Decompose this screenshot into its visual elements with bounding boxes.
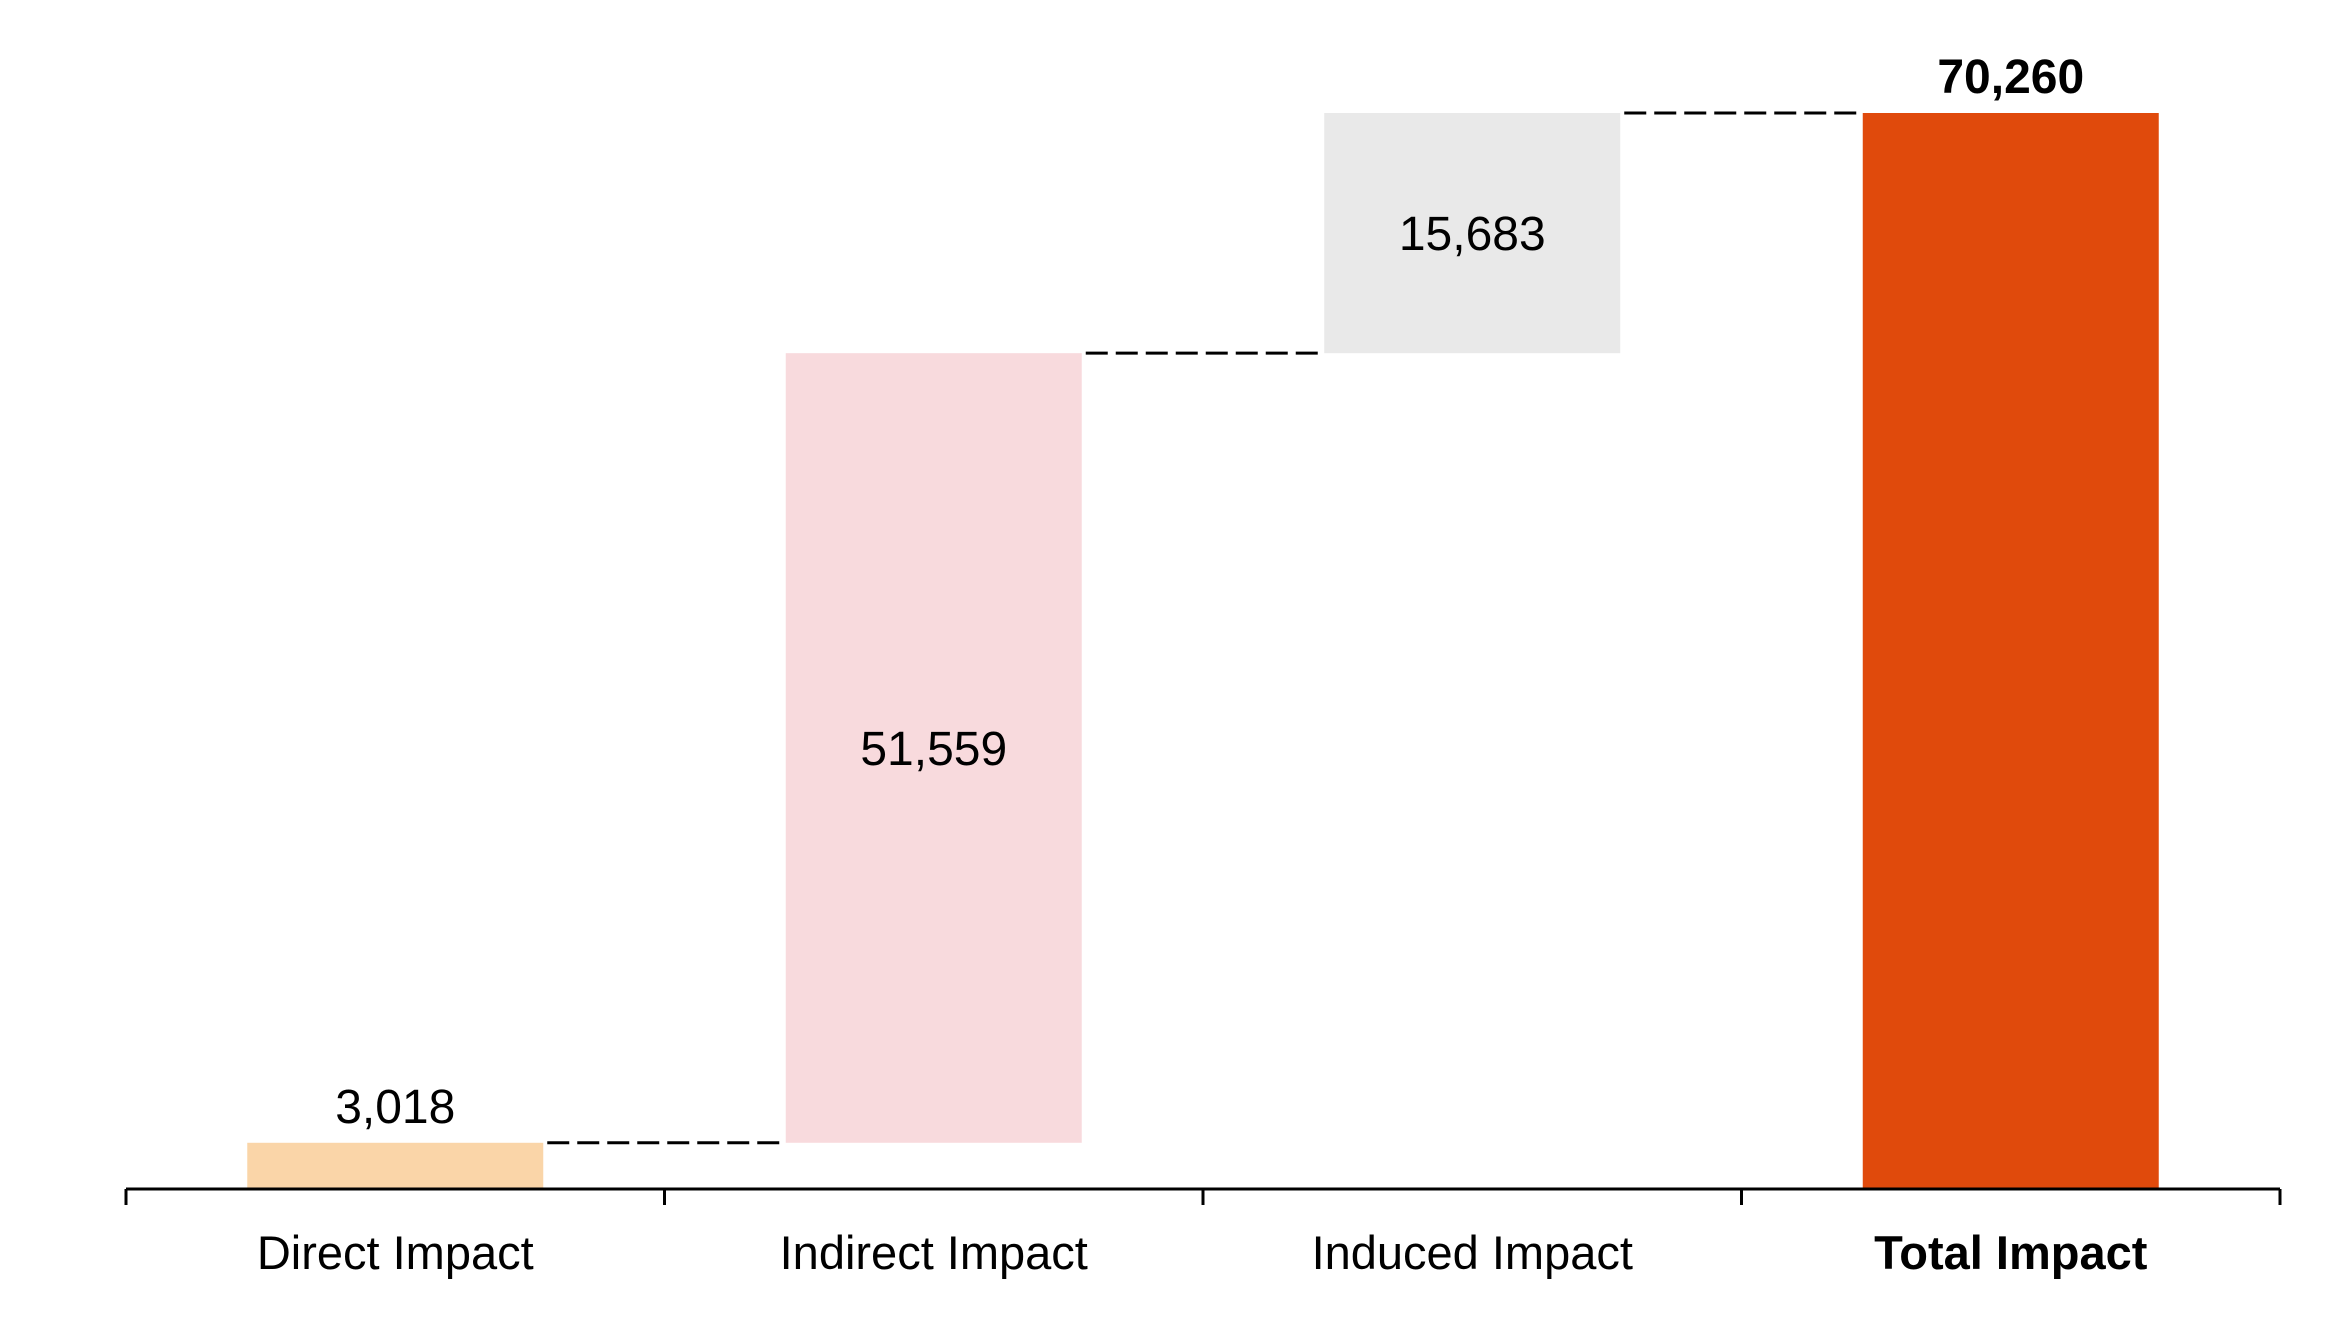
category-label-induced-impact: Induced Impact — [1312, 1226, 1633, 1279]
bar-induced-impact — [1324, 113, 1621, 354]
bars-group — [247, 113, 2159, 1189]
labels-group: 3,018 Direct Impact 51,559 Indirect Impact 1… — [257, 51, 2148, 1279]
bar-indirect-impact — [785, 353, 1082, 1143]
value-label-indirect-impact: 51,559 — [860, 723, 1007, 776]
bar-total-impact — [1862, 113, 2159, 1189]
x-axis — [124, 1187, 2282, 1205]
value-label-induced-impact: 15,683 — [1399, 208, 1546, 261]
category-label-direct-impact: Direct Impact — [257, 1226, 534, 1279]
connectors-group — [547, 111, 1859, 1145]
value-label-total-impact: 70,260 — [1937, 51, 2084, 104]
category-label-indirect-impact: Indirect Impact — [780, 1226, 1088, 1279]
bar-direct-impact — [247, 1142, 544, 1189]
category-label-total-impact: Total Impact — [1874, 1226, 2148, 1279]
value-label-direct-impact: 3,018 — [335, 1081, 455, 1134]
